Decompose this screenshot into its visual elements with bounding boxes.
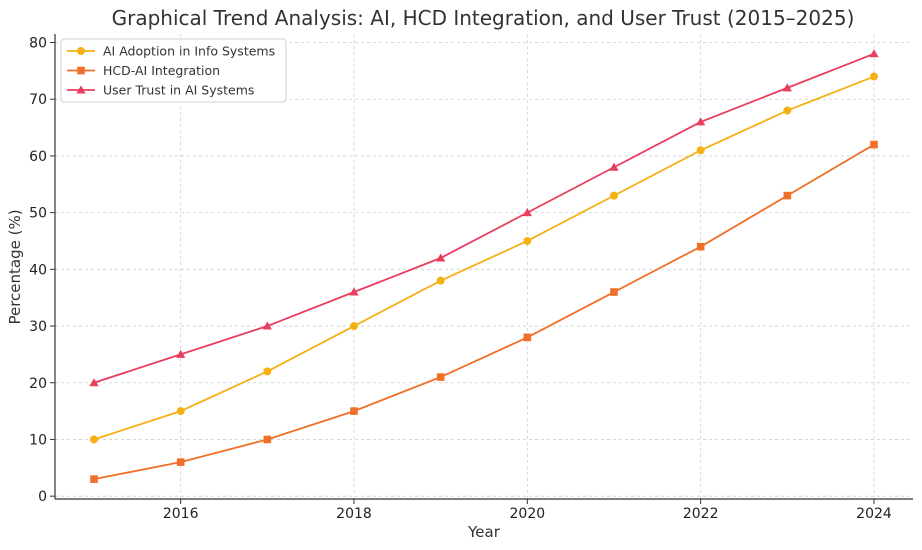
data-point — [869, 49, 879, 58]
data-point — [176, 349, 186, 358]
data-point — [90, 435, 98, 444]
data-point — [609, 162, 619, 171]
data-point — [696, 242, 705, 251]
data-point — [262, 321, 272, 330]
legend-box — [60, 38, 287, 103]
series-3 — [89, 49, 879, 387]
data-point — [523, 236, 532, 245]
legend-label: User Trust in AI Systems — [103, 83, 254, 98]
axes: 2016 2018 2020 2022 2024 0 10 20 30 40 50 60 70 80 — [29, 34, 913, 522]
x-tick-label: 2022 — [683, 506, 719, 522]
y-axis-label: Percentage (%) — [6, 209, 24, 324]
data-point — [176, 458, 185, 466]
x-tick-label: 2020 — [510, 506, 546, 522]
data-point — [263, 367, 272, 376]
series-1 — [90, 72, 878, 444]
data-point — [870, 140, 878, 149]
legend-marker — [77, 47, 85, 55]
legend-marker — [76, 85, 86, 94]
data-point — [783, 106, 792, 115]
data-point — [782, 83, 792, 92]
chart-title: Graphical Trend Analysis: AI, HCD Integr… — [112, 6, 855, 30]
x-axis-label: Year — [467, 523, 501, 541]
x-tick-label: 2016 — [163, 506, 199, 522]
data-point — [436, 253, 446, 262]
data-point — [610, 191, 618, 200]
legend: AI Adoption in Info Systems HCD-AI Integr… — [60, 38, 287, 103]
data-point — [522, 208, 532, 217]
series-line — [93, 75, 875, 441]
y-tick-label: 10 — [29, 432, 47, 448]
data-point — [783, 191, 792, 200]
data-point — [696, 146, 705, 155]
data-point — [696, 117, 706, 126]
grid — [55, 34, 913, 499]
x-tick-label: 2024 — [856, 506, 892, 522]
data-point — [350, 322, 358, 331]
data-point — [89, 378, 99, 387]
y-tick-label: 60 — [29, 149, 47, 165]
y-tick-label: 0 — [38, 489, 47, 505]
y-tick-label: 70 — [29, 92, 47, 108]
series-group — [89, 49, 879, 483]
data-point — [870, 72, 878, 81]
data-point — [90, 475, 98, 483]
data-point — [349, 287, 359, 296]
y-tick-label: 40 — [29, 262, 47, 278]
data-point — [436, 276, 445, 285]
legend-item: HCD-AI Integration — [67, 63, 220, 78]
y-tick-label: 80 — [29, 36, 47, 52]
x-tick-label: 2018 — [336, 506, 372, 522]
series-line — [93, 53, 875, 384]
legend-item: AI Adoption in Info Systems — [67, 44, 275, 59]
series-2 — [90, 140, 878, 483]
y-tick-label: 20 — [29, 376, 47, 392]
data-point — [263, 435, 272, 444]
data-point — [176, 407, 185, 416]
data-point — [350, 407, 358, 415]
data-point — [610, 288, 618, 296]
data-point — [436, 373, 445, 381]
legend-label: AI Adoption in Info Systems — [103, 44, 275, 59]
y-tick-label: 30 — [29, 319, 47, 335]
data-point — [523, 333, 532, 342]
legend-marker — [77, 66, 85, 75]
legend-label: HCD-AI Integration — [103, 63, 220, 78]
y-tick-label: 50 — [29, 206, 47, 222]
legend-item: User Trust in AI Systems — [67, 83, 254, 98]
series-line — [93, 143, 875, 481]
